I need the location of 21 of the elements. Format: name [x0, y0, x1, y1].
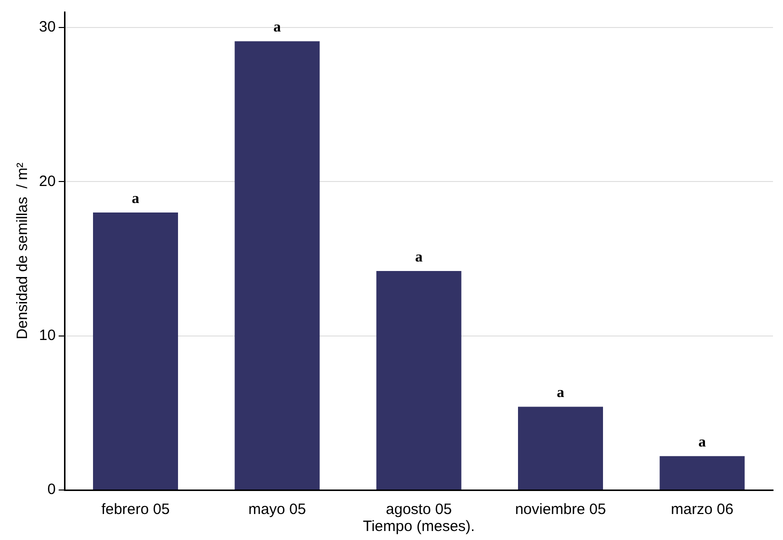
- bar: [234, 41, 320, 490]
- bar: [660, 456, 745, 490]
- x-tick-label: marzo 06: [670, 501, 734, 518]
- data-label: a: [132, 190, 140, 207]
- bar: [376, 271, 462, 490]
- data-label: a: [556, 385, 565, 402]
- bar: [518, 406, 604, 490]
- y-tick-label: 10: [38, 326, 56, 344]
- x-axis-title: Tiempo (meses).: [362, 518, 475, 536]
- data-label: a: [698, 434, 706, 450]
- x-tick-label: febrero 05: [101, 501, 170, 518]
- x-tick-label: noviembre 05: [515, 501, 606, 518]
- y-tick-label: 30: [38, 18, 56, 36]
- y-tick-label: 0: [47, 481, 56, 498]
- data-label: a: [273, 20, 282, 36]
- bar: [93, 212, 178, 490]
- x-tick-label: mayo 05: [248, 501, 306, 518]
- y-axis-title: Densidad de semillas / m²: [14, 162, 32, 340]
- x-tick-label: agosto 05: [386, 501, 452, 518]
- y-tick-label: 20: [38, 172, 56, 190]
- data-label: a: [415, 249, 424, 266]
